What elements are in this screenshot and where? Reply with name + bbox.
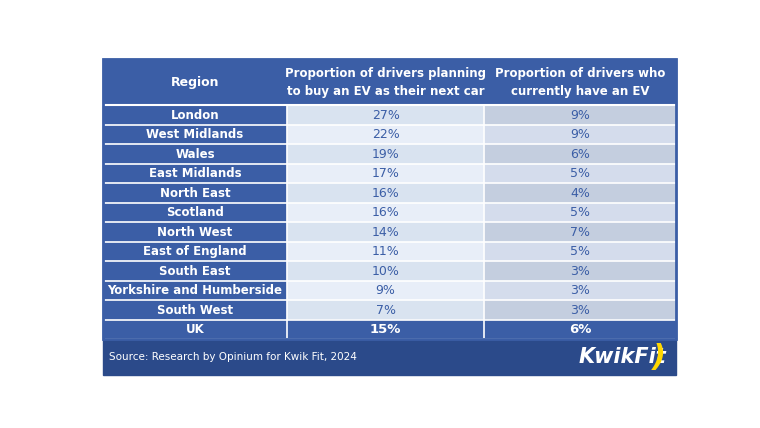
Bar	[484, 183, 676, 203]
Text: KwikFit: KwikFit	[578, 347, 666, 367]
Text: North East: North East	[160, 187, 230, 199]
Bar	[287, 262, 484, 281]
Text: Proportion of drivers who
currently have an EV: Proportion of drivers who currently have…	[495, 67, 665, 98]
Bar	[103, 183, 287, 203]
Bar	[287, 105, 484, 125]
Bar	[484, 105, 676, 125]
Bar	[287, 59, 484, 105]
Text: West Midlands: West Midlands	[147, 128, 244, 141]
Text: 6%: 6%	[569, 323, 591, 336]
Text: Yorkshire and Humberside: Yorkshire and Humberside	[107, 284, 283, 297]
Bar	[103, 164, 287, 183]
Text: 7%: 7%	[570, 226, 591, 238]
Text: 16%: 16%	[372, 187, 400, 199]
Text: 3%: 3%	[570, 303, 590, 317]
Bar	[287, 242, 484, 262]
Text: 9%: 9%	[375, 284, 395, 297]
Bar	[287, 125, 484, 144]
Bar	[103, 59, 287, 105]
Text: UK: UK	[185, 323, 204, 336]
Bar	[103, 281, 287, 300]
Bar	[484, 300, 676, 320]
Text: 16%: 16%	[372, 206, 400, 219]
Text: 19%: 19%	[372, 148, 400, 160]
Text: North West: North West	[157, 226, 233, 238]
Bar	[103, 222, 287, 242]
Bar	[103, 320, 287, 339]
Bar	[103, 203, 287, 222]
Text: South East: South East	[160, 265, 231, 278]
Bar	[484, 222, 676, 242]
Text: 3%: 3%	[570, 265, 590, 278]
Text: 14%: 14%	[372, 226, 400, 238]
Text: East Midlands: East Midlands	[149, 167, 241, 180]
Bar	[287, 164, 484, 183]
Bar	[484, 59, 676, 105]
Bar	[103, 242, 287, 262]
Bar	[484, 281, 676, 300]
Bar	[484, 144, 676, 164]
Text: Proportion of drivers planning
to buy an EV as their next car: Proportion of drivers planning to buy an…	[285, 67, 486, 98]
Text: 5%: 5%	[570, 245, 591, 258]
Text: ): )	[652, 342, 667, 372]
Text: East of England: East of England	[143, 245, 247, 258]
Bar	[103, 59, 676, 339]
Text: Source: Research by Opinium for Kwik Fit, 2024: Source: Research by Opinium for Kwik Fit…	[109, 352, 357, 362]
Bar	[287, 203, 484, 222]
Bar	[484, 320, 676, 339]
Text: Region: Region	[171, 76, 219, 89]
Bar	[484, 203, 676, 222]
Text: 22%: 22%	[372, 128, 400, 141]
Bar	[287, 144, 484, 164]
Text: London: London	[171, 109, 220, 122]
Text: 6%: 6%	[570, 148, 590, 160]
Bar	[103, 339, 676, 375]
Bar	[103, 125, 287, 144]
Bar	[484, 164, 676, 183]
Bar	[287, 281, 484, 300]
Bar	[103, 300, 287, 320]
Bar	[484, 242, 676, 262]
Text: 9%: 9%	[570, 109, 590, 122]
Bar	[287, 300, 484, 320]
Text: 17%: 17%	[372, 167, 400, 180]
Text: 4%: 4%	[570, 187, 590, 199]
Bar	[103, 262, 287, 281]
Bar	[287, 222, 484, 242]
Text: 9%: 9%	[570, 128, 590, 141]
Bar	[287, 320, 484, 339]
Text: 5%: 5%	[570, 167, 591, 180]
Text: 15%: 15%	[370, 323, 401, 336]
Text: 5%: 5%	[570, 206, 591, 219]
Bar	[287, 183, 484, 203]
Text: Wales: Wales	[175, 148, 215, 160]
Bar	[103, 144, 287, 164]
Bar	[484, 262, 676, 281]
Text: 11%: 11%	[372, 245, 400, 258]
Text: 27%: 27%	[372, 109, 400, 122]
Text: 10%: 10%	[372, 265, 400, 278]
Bar	[484, 125, 676, 144]
Text: South West: South West	[157, 303, 233, 317]
Text: 7%: 7%	[375, 303, 396, 317]
Text: 3%: 3%	[570, 284, 590, 297]
Text: Scotland: Scotland	[166, 206, 224, 219]
Bar	[103, 105, 287, 125]
